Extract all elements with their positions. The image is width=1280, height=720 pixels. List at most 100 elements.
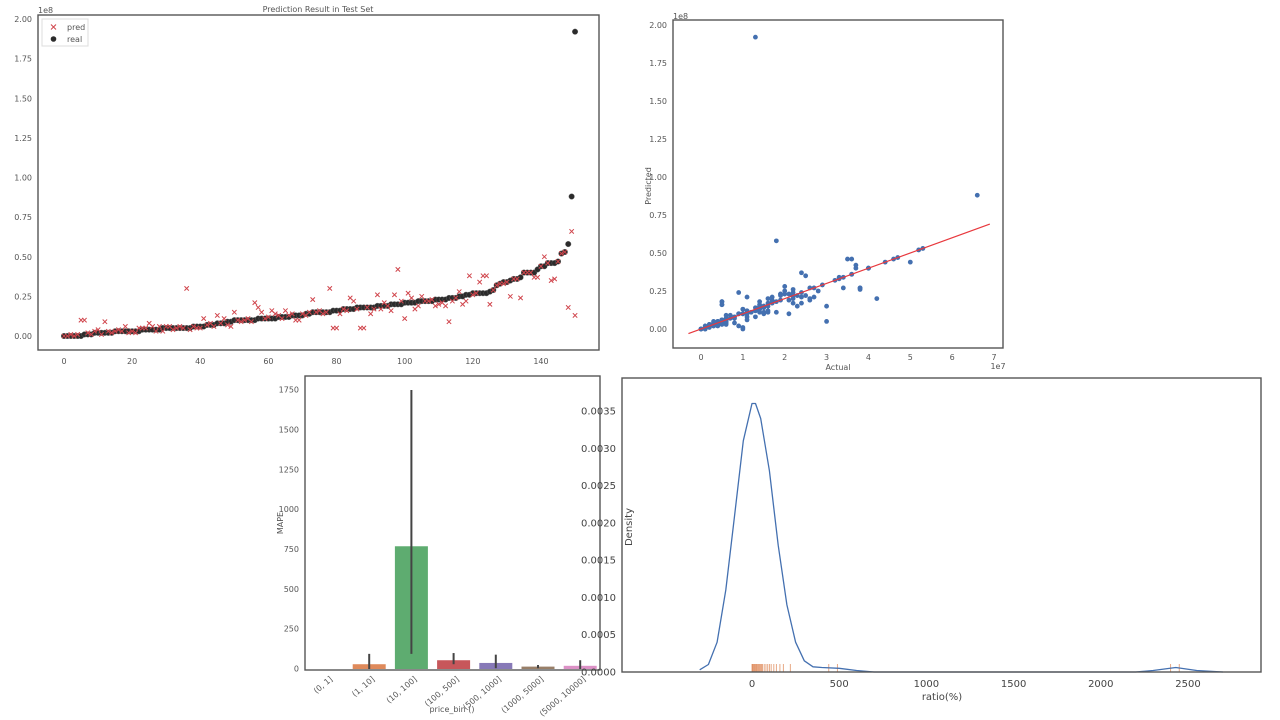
y-tick-label: 0.0000 <box>581 668 616 679</box>
y-tick-label: 2.00 <box>649 21 667 30</box>
pred-marker <box>368 311 374 317</box>
pred-marker <box>446 319 452 325</box>
scatter-point <box>740 306 746 312</box>
real-point <box>565 241 572 248</box>
legend-label-real: real <box>67 35 82 44</box>
scatter-point <box>790 287 796 292</box>
pred-marker <box>150 323 156 330</box>
pred-marker <box>558 251 564 257</box>
pred-marker <box>514 276 520 282</box>
pred-marker <box>388 308 394 314</box>
scatter-point <box>857 285 863 291</box>
pred-marker <box>535 274 541 280</box>
scatter-point <box>803 293 809 298</box>
pred-marker <box>126 330 132 336</box>
x-tick-label: 500 <box>830 679 849 690</box>
fit-line <box>688 223 991 335</box>
x-tick-label: 4 <box>866 353 871 362</box>
y-tick-label: 0.0025 <box>581 481 616 492</box>
pred-marker <box>507 293 513 299</box>
pred-marker <box>115 327 122 333</box>
x-tick-label: 60 <box>263 357 273 366</box>
pred-marker <box>517 295 524 301</box>
y-tick-label: 1.75 <box>14 55 32 64</box>
y-offset-label: 1e8 <box>38 6 53 15</box>
scatter-point <box>794 303 800 309</box>
y-tick-label: 1.50 <box>14 94 32 103</box>
y-tick-label: 750 <box>284 545 299 554</box>
scatter-point <box>786 297 792 303</box>
scatter-point <box>815 288 821 294</box>
pred-marker <box>466 273 472 279</box>
pred-marker <box>265 314 271 320</box>
x-tick-label: 3 <box>824 353 829 362</box>
pred-marker <box>385 303 391 309</box>
scatter-point <box>786 291 792 297</box>
pred-marker <box>391 292 398 298</box>
scatter-point <box>773 309 779 315</box>
scatter-point <box>824 319 829 324</box>
pred-marker <box>562 249 568 255</box>
scatter-point <box>849 256 855 262</box>
legend <box>41 18 89 47</box>
pred-marker <box>92 328 98 334</box>
scatter-point <box>807 296 813 301</box>
y-tick-label: 0.50 <box>649 249 667 258</box>
scatter-point <box>757 299 763 305</box>
y-tick-label: 1.75 <box>649 59 667 68</box>
y-tick-label: 0.75 <box>14 213 32 222</box>
scatter-point <box>769 294 775 300</box>
y-axis-label: Density <box>624 508 635 546</box>
real-point <box>517 274 524 281</box>
x-tick-label: 0 <box>698 353 703 362</box>
y-tick-label: 1.25 <box>649 135 667 144</box>
kde-curve <box>699 402 1223 673</box>
pred-marker <box>361 325 367 331</box>
x-tick-label: 2500 <box>1175 679 1200 690</box>
pred-marker <box>548 277 554 284</box>
legend-pred-marker <box>50 24 57 30</box>
y-tick-label: 0.0030 <box>581 444 616 455</box>
pred-marker <box>180 325 186 331</box>
pred-marker <box>282 308 289 314</box>
legend-real-marker <box>50 36 57 42</box>
pred-marker <box>71 333 77 339</box>
x-axis-label: price_bin () <box>429 705 474 714</box>
pred-marker <box>272 311 278 317</box>
actual-vs-predicted-chart <box>688 34 991 335</box>
pred-marker <box>286 312 292 318</box>
pred-marker <box>235 317 241 323</box>
scatter-point <box>974 192 980 198</box>
pred-marker <box>477 279 483 285</box>
pred-marker <box>143 325 149 331</box>
y-tick-label: 1.25 <box>14 134 32 143</box>
pred-marker <box>432 303 438 309</box>
pred-marker <box>255 304 261 311</box>
pred-marker <box>262 316 268 322</box>
pred-marker <box>218 320 224 326</box>
x-tick-label: (1000, 5000] <box>500 675 546 715</box>
pred-marker <box>364 304 370 311</box>
x-tick-label: (1, 10] <box>350 675 376 699</box>
pred-marker <box>415 303 421 309</box>
scatter-point <box>782 288 788 294</box>
pred-marker <box>132 330 139 336</box>
pred-marker <box>569 228 575 234</box>
y-tick-label: 1.00 <box>649 173 667 182</box>
scatter-point <box>840 285 846 291</box>
pred-marker <box>201 316 207 322</box>
x-tick-label: (100, 500] <box>423 675 461 709</box>
pred-marker <box>306 309 312 315</box>
y-tick-label: 0.50 <box>14 253 32 262</box>
x-tick-label: 140 <box>533 357 548 366</box>
pred-marker <box>487 301 493 307</box>
pred-marker <box>112 328 118 334</box>
pred-marker <box>429 296 435 303</box>
pred-marker <box>545 260 551 266</box>
scatter-point <box>799 270 804 276</box>
x-tick-label: 80 <box>331 357 341 366</box>
pred-marker <box>323 309 329 315</box>
y-axis-label: MAPE <box>276 512 285 534</box>
scatter-point <box>799 294 804 300</box>
x-tick-label: 7 <box>991 353 996 362</box>
